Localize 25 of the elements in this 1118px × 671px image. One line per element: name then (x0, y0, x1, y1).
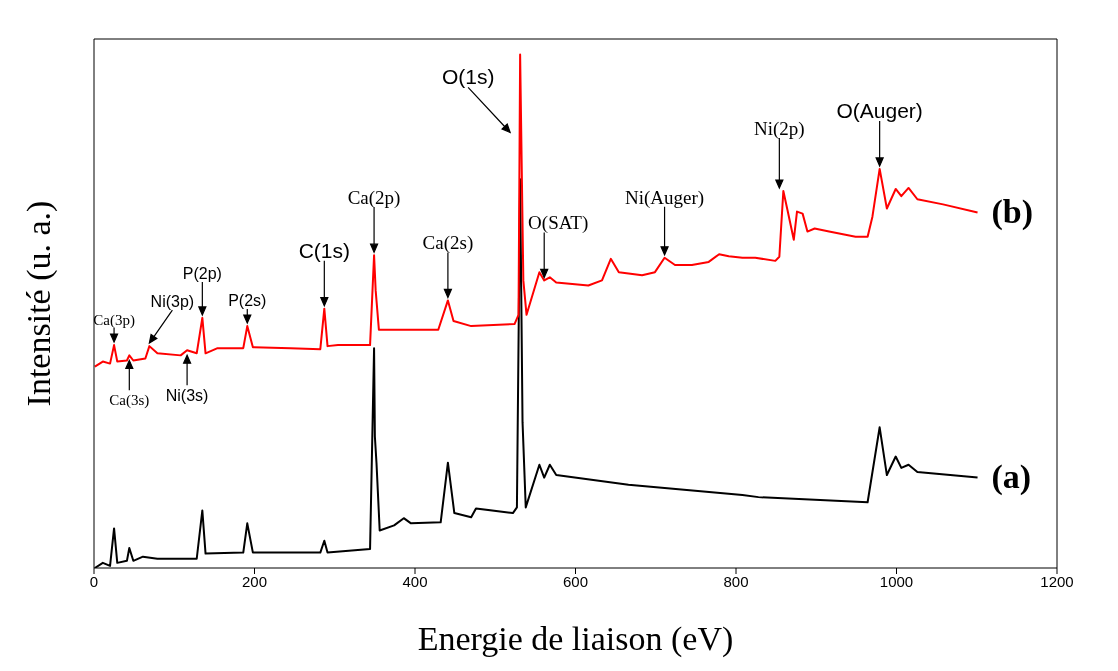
x-axis-title: Energie de liaison (eV) (417, 620, 734, 658)
annotation: O(SAT) (528, 212, 589, 235)
x-tick-label: 0 (89, 572, 99, 590)
annotation: Ni(Auger) (625, 186, 705, 209)
annotation: P(2p) (182, 264, 222, 282)
x-tick-label: 200 (241, 572, 268, 590)
annotation: Ca(2s) (422, 232, 474, 255)
annotation: C(1s) (298, 238, 350, 262)
series-label: (a) (991, 457, 1032, 496)
x-tick-label: 400 (402, 572, 428, 590)
x-tick-label: 800 (723, 572, 749, 590)
annotation: Ca(3p) (93, 312, 135, 330)
annotation: Ni(3s) (165, 387, 209, 405)
annotation: Ni(2p) (754, 118, 805, 141)
annotation: Ni(3p) (150, 293, 195, 311)
y-axis-title: Intensité (u. a.) (20, 200, 59, 407)
x-tick-label: 600 (562, 572, 589, 590)
annotation: Ca(3s) (109, 392, 150, 410)
annotation: P(2s) (228, 292, 267, 310)
series-label: (b) (991, 192, 1034, 231)
annotation: O(Auger) (836, 98, 923, 122)
x-tick-label: 1000 (879, 572, 914, 590)
x-tick-label: 1200 (1040, 572, 1074, 590)
annotation: Ca(2p) (347, 187, 401, 210)
annotation: O(1s) (441, 65, 495, 89)
